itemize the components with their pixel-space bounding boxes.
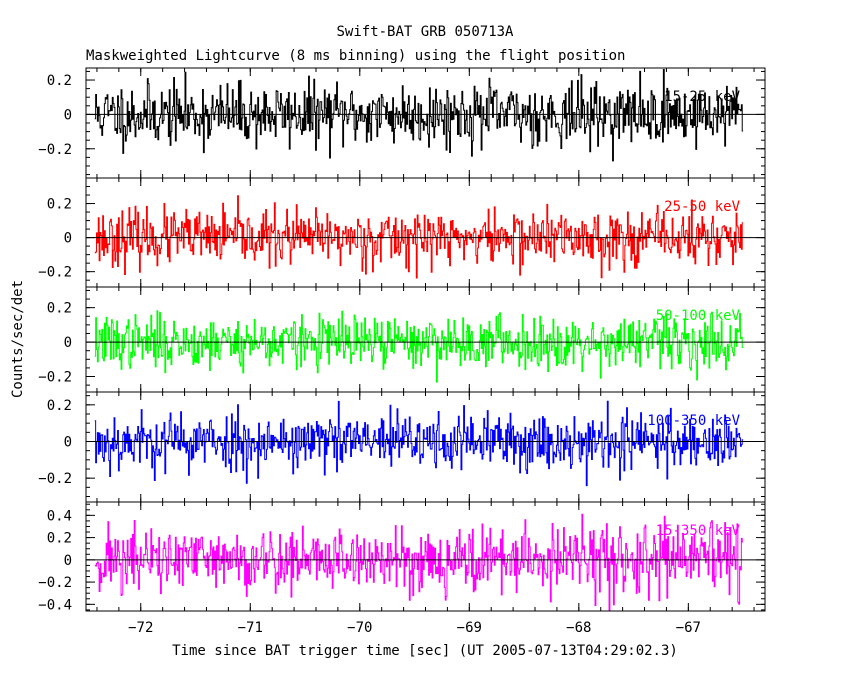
panel-1: −0.2 0 0.2 25-50 keV <box>38 177 766 288</box>
y-tick-label-4-0: −0.4 <box>38 597 72 613</box>
band-label-3: 100-350 keV <box>647 413 740 429</box>
y-tick-label-2-0: −0.2 <box>38 370 72 386</box>
series-line-2 <box>94 310 744 383</box>
series-line-0 <box>94 69 744 162</box>
series-line-4 <box>94 513 744 611</box>
panel-4: −0.4 −0.2 0 0.2 0.4 15-350 keV <box>38 501 766 613</box>
y-tick-label-3-2: 0.2 <box>47 398 72 414</box>
panel-3: −0.2 0 0.2 100-350 keV <box>38 391 766 503</box>
panel-0: −0.2 0 0.2 15-25 keV <box>38 67 766 179</box>
y-tick-label-1-0: −0.2 <box>38 265 72 281</box>
x-tick-label-1: −71 <box>238 620 263 636</box>
y-tick-label-2-1: 0 <box>64 335 72 351</box>
y-tick-label-4-2: 0 <box>64 553 72 569</box>
x-tick-label-4: −68 <box>566 620 591 636</box>
y-tick-label-2-2: 0.2 <box>47 301 72 317</box>
chart-subtitle: Maskweighted Lightcurve (8 ms binning) u… <box>86 48 625 64</box>
y-tick-label-4-1: −0.2 <box>38 575 72 591</box>
y-tick-label-0-2: 0.2 <box>47 73 72 89</box>
y-tick-label-4-3: 0.2 <box>47 531 72 547</box>
y-tick-label-3-1: 0 <box>64 435 72 451</box>
x-tick-label-5: −67 <box>676 620 701 636</box>
band-label-2: 50-100 keV <box>656 308 741 324</box>
chart-title: Swift-BAT GRB 050713A <box>336 24 514 40</box>
panel-2: −0.2 0 0.2 50-100 keV <box>38 286 766 393</box>
x-tick-label-0: −72 <box>128 620 153 636</box>
panels-group: −0.2 0 0.2 15-25 keV −0.2 0 0.2 25-50 keV −0.2 0 0… <box>38 67 766 636</box>
y-tick-label-3-0: −0.2 <box>38 471 72 487</box>
x-tick-label-3: −69 <box>457 620 482 636</box>
x-tick-label-2: −70 <box>347 620 372 636</box>
y-tick-label-1-1: 0 <box>64 231 72 247</box>
band-label-4: 15-350 keV <box>656 523 741 539</box>
y-axis-label: Counts/sec/det <box>10 280 26 398</box>
band-label-1: 25-50 keV <box>664 199 740 215</box>
x-axis-label: Time since BAT trigger time [sec] (UT 20… <box>172 643 678 659</box>
series-line-3 <box>94 400 744 487</box>
y-tick-label-4-4: 0.4 <box>47 508 72 524</box>
y-tick-label-0-1: 0 <box>64 107 72 123</box>
y-tick-label-1-2: 0.2 <box>47 197 72 213</box>
series-line-1 <box>94 195 744 279</box>
y-tick-label-0-0: −0.2 <box>38 142 72 158</box>
band-label-0: 15-25 keV <box>664 89 740 105</box>
